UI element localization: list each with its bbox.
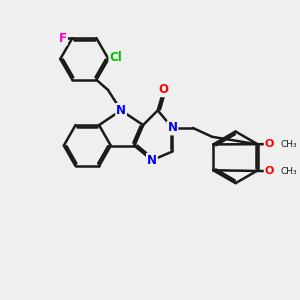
Text: CH₃: CH₃ bbox=[280, 140, 297, 148]
Text: CH₃: CH₃ bbox=[280, 167, 297, 176]
Text: O: O bbox=[265, 166, 274, 176]
Text: F: F bbox=[59, 32, 67, 45]
Text: N: N bbox=[116, 104, 126, 117]
Text: Cl: Cl bbox=[110, 51, 122, 64]
Text: N: N bbox=[167, 122, 177, 134]
Text: O: O bbox=[265, 139, 274, 149]
Text: N: N bbox=[147, 154, 157, 167]
Text: O: O bbox=[159, 83, 169, 96]
